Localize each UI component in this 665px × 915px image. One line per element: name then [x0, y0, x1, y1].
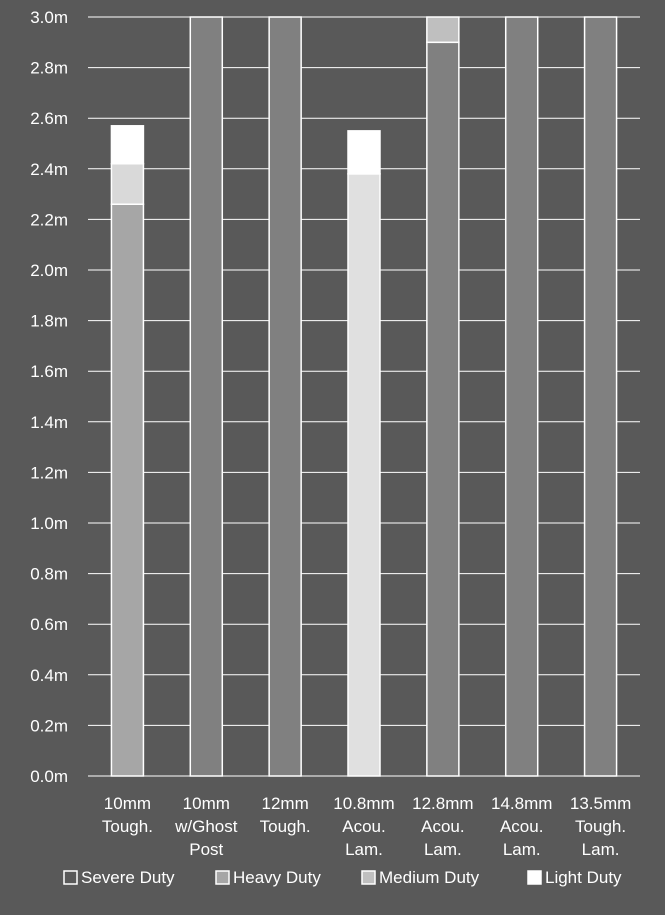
y-tick-label: 2.2m: [30, 210, 68, 229]
legend-swatch: [63, 870, 78, 885]
bar-segment: [504, 16, 539, 777]
legend-swatch: [527, 870, 542, 885]
x-category-label: Tough.: [260, 817, 311, 836]
x-axis-categories: 10mm Tough. 10mm w/Ghost Post 12mm Tough. 10.8m…: [102, 794, 631, 859]
y-tick-label: 2.4m: [30, 160, 68, 179]
x-category-label: w/Ghost: [174, 817, 238, 836]
y-tick-label: 2.8m: [30, 59, 68, 78]
x-category-label: 10mm: [183, 794, 230, 813]
bar-segment: [426, 16, 460, 44]
y-tick-label: 1.8m: [30, 312, 68, 331]
x-category-label: 12.8mm: [412, 794, 473, 813]
x-category-label: 10.8mm: [333, 794, 394, 813]
y-tick-label: 0.0m: [30, 767, 68, 786]
legend-label: Heavy Duty: [233, 868, 321, 887]
x-category-label: Lam.: [345, 840, 383, 859]
y-tick-label: 1.0m: [30, 514, 68, 533]
bar-segment: [347, 130, 381, 175]
bar-segment: [110, 162, 145, 205]
legend-label: Medium Duty: [379, 868, 480, 887]
bar-segment: [189, 16, 224, 777]
legend-label: Light Duty: [545, 868, 622, 887]
bar-segment: [583, 16, 618, 777]
bar-segment: [426, 41, 460, 777]
x-category-label: 14.8mm: [491, 794, 552, 813]
bar-segment: [110, 203, 145, 777]
x-category-label: 10mm: [104, 794, 151, 813]
x-category-label: 12mm: [262, 794, 309, 813]
x-category-label: Lam.: [582, 840, 620, 859]
bars: [110, 16, 618, 777]
y-tick-label: 1.2m: [30, 463, 68, 482]
x-category-label: 13.5mm: [570, 794, 631, 813]
y-tick-label: 2.6m: [30, 109, 68, 128]
y-tick-label: 1.6m: [30, 362, 68, 381]
legend-swatch: [215, 870, 230, 885]
y-tick-label: 1.4m: [30, 413, 68, 432]
bar-segment: [347, 173, 381, 777]
x-category-label: Acou.: [342, 817, 385, 836]
x-category-label: Lam.: [503, 840, 541, 859]
y-tick-label: 3.0m: [30, 8, 68, 27]
y-tick-label: 0.8m: [30, 565, 68, 584]
legend: Severe Duty Heavy Duty Medium Duty Light Du…: [63, 868, 622, 887]
y-tick-label: 0.4m: [30, 666, 68, 685]
x-category-label: Tough.: [575, 817, 626, 836]
x-category-label: Lam.: [424, 840, 462, 859]
bar-segment: [110, 125, 145, 165]
x-category-label: Acou.: [500, 817, 543, 836]
bar-segment: [268, 16, 302, 777]
y-tick-label: 0.6m: [30, 615, 68, 634]
legend-swatch: [361, 870, 376, 885]
x-category-label: Post: [189, 840, 223, 859]
x-category-label: Tough.: [102, 817, 153, 836]
x-category-label: Acou.: [421, 817, 464, 836]
legend-label: Severe Duty: [81, 868, 175, 887]
y-tick-label: 2.0m: [30, 261, 68, 280]
y-axis-ticks: 0.0m 0.2m 0.4m 0.6m 0.8m 1.0m 1.2m 1.4m 1.6m 1.8m…: [30, 8, 68, 786]
y-tick-label: 0.2m: [30, 716, 68, 735]
